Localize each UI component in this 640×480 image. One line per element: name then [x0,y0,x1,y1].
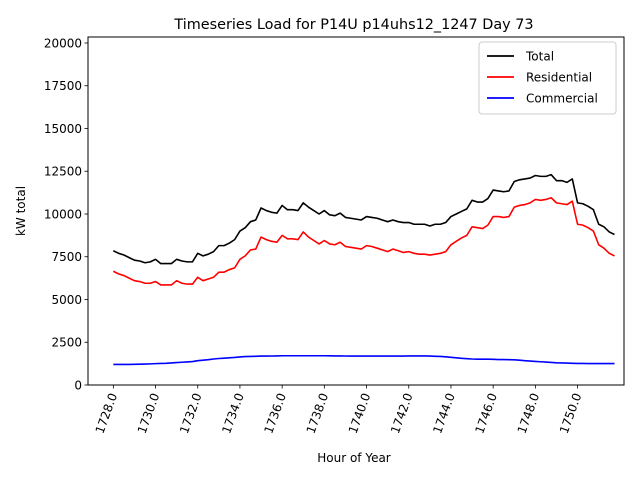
legend-label-commercial: Commercial [526,92,598,106]
y-tick-label: 0 [74,378,82,392]
y-tick-label: 10000 [44,207,82,221]
plot-frame [87,36,625,386]
legend: Total Residential Commercial [478,41,617,115]
series-line-commercial [113,354,615,366]
plot-area [87,36,625,386]
legend-box [478,41,617,115]
y-axis-label: kW total [14,186,28,236]
y-tick-label: 12500 [44,165,82,179]
y-tick-label: 7500 [51,250,82,264]
series-line-total [112,173,615,265]
y-tick-label: 17500 [44,79,82,93]
x-axis-label: Hour of Year [317,451,391,465]
y-axis: 0 2500 5000 7500 10000 12500 15000 17500 20000 [44,36,88,392]
y-tick-label: 15000 [44,122,82,136]
series-lines [112,173,615,366]
y-tick-label: 2500 [51,336,82,350]
chart-title: Timeseries Load for P14U p14uhs12_1247 D… [173,17,533,33]
y-tick-label: 5000 [51,293,82,307]
series-line-residential [112,196,615,286]
legend-label-total: Total [525,50,554,64]
y-tick-label: 20000 [44,36,82,50]
legend-label-residential: Residential [526,71,592,85]
